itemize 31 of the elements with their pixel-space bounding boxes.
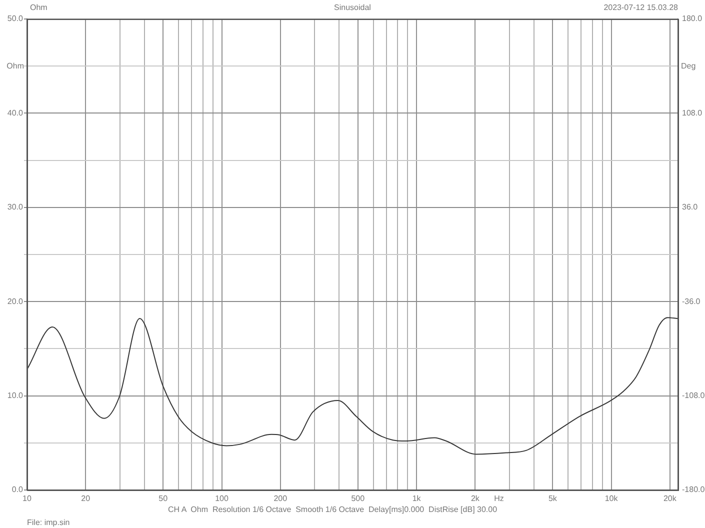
x-tick-label: 100 bbox=[215, 494, 229, 504]
y2-tick-label: 36.0 bbox=[682, 202, 698, 212]
x-tick-label: 20k bbox=[663, 494, 678, 504]
y2-tick-label: 108.0 bbox=[682, 108, 703, 118]
y-tick-label: 50.0 bbox=[7, 14, 24, 24]
x-tick-label: 5k bbox=[548, 494, 558, 504]
x-tick-label: 50 bbox=[158, 494, 168, 504]
text: Ohm bbox=[30, 3, 48, 12]
x-axis-title: Hz bbox=[494, 494, 504, 504]
y2-tick-label: -180.0 bbox=[682, 485, 705, 494]
x-tick-label: 10k bbox=[604, 494, 619, 504]
x-tick-label: 200 bbox=[274, 494, 288, 504]
x-tick-label: 1k bbox=[412, 494, 422, 504]
y-tick-label: 20.0 bbox=[7, 296, 24, 306]
chart-title: Sinusoidal bbox=[334, 3, 372, 12]
y2-tick-label: -36.0 bbox=[682, 296, 701, 306]
y-tick-label: 40.0 bbox=[7, 108, 24, 118]
x-tick-label: 10 bbox=[22, 494, 32, 504]
text: File: imp.sin bbox=[27, 518, 70, 528]
y2-tick-label: 180.0 bbox=[682, 14, 703, 24]
x-tick-label: 2k bbox=[470, 494, 480, 504]
x-tick-label: 20 bbox=[81, 494, 91, 504]
y-tick-label: 30.0 bbox=[7, 202, 24, 212]
x-tick-label: 500 bbox=[351, 494, 366, 504]
y-axis-title: Ohm bbox=[6, 61, 24, 70]
y-tick-label: 0.0 bbox=[12, 485, 24, 494]
y-tick-label: 10.0 bbox=[7, 391, 24, 400]
text: CH A Ohm Resolution 1/6 Octave Smooth 1/6 Octave Delay[ms]0.000 DistRise [dB] 30.00 bbox=[168, 505, 498, 514]
y2-axis-title: Deg bbox=[681, 61, 696, 70]
text: 2023-07-12 15.03.28 bbox=[604, 3, 679, 12]
y2-tick-label: -108.0 bbox=[682, 391, 705, 400]
